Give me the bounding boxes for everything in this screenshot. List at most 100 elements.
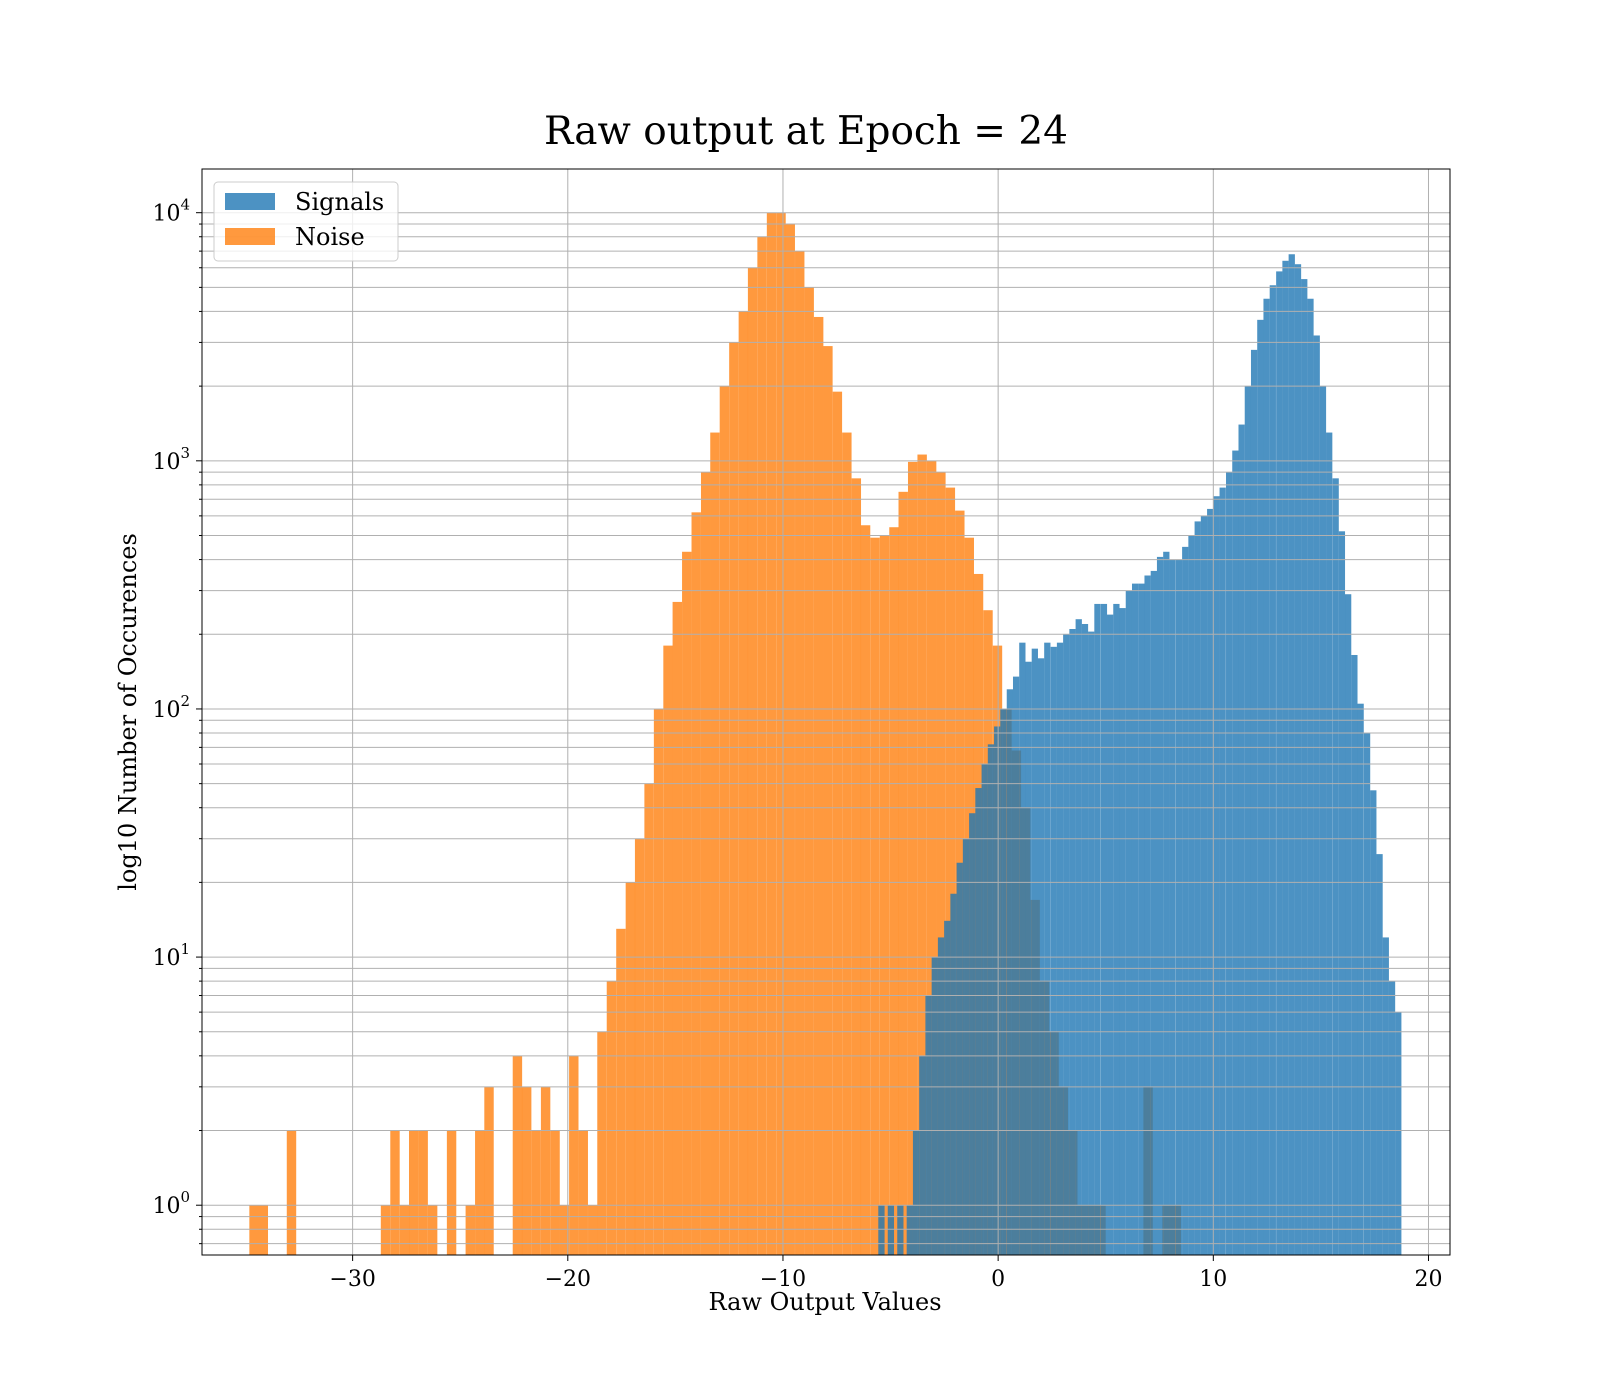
signals-bar (1307, 298, 1314, 1255)
noise-bar (766, 212, 777, 1256)
signals-bar (1150, 570, 1157, 1255)
signals-bar (1163, 551, 1170, 1255)
legend-swatch-noise (225, 228, 275, 245)
signals-bar (1050, 646, 1057, 1255)
signals-bar (1376, 854, 1383, 1255)
signals-bar (919, 1055, 926, 1255)
noise-bar (710, 432, 720, 1255)
noise-bar (465, 1205, 476, 1255)
noise-bar (851, 478, 862, 1256)
signals-bar (931, 957, 938, 1255)
noise-bar (446, 1130, 457, 1255)
noise-bar (860, 525, 871, 1255)
plot-frame (201, 168, 1451, 1256)
signals-bar (1250, 349, 1258, 1255)
noise-bar (804, 287, 814, 1255)
noise-bar (663, 645, 673, 1255)
signals-bar (1319, 386, 1327, 1255)
signals-bar (897, 1205, 904, 1255)
noise-bar (813, 316, 824, 1256)
x-tick-label: 20 (1414, 1267, 1442, 1292)
noise-bar (286, 1130, 297, 1255)
signals-bar (1219, 487, 1226, 1256)
y-tick-label: 101 (152, 940, 190, 971)
signals-bar (950, 893, 957, 1255)
noise-bar (512, 1055, 523, 1255)
signals-bar (1182, 546, 1189, 1255)
noise-bar (597, 1031, 607, 1255)
noise-bar (898, 491, 908, 1255)
noise-bar (719, 386, 730, 1255)
signals-bar (1194, 521, 1201, 1255)
noise-bar (700, 472, 711, 1255)
signals-bar (987, 744, 995, 1255)
y-axis-label: log10 Number of Occurences (114, 533, 142, 891)
chart-title: Raw output at Epoch = 24 (544, 109, 1068, 154)
noise-bar (747, 267, 758, 1255)
y-tick-label: 104 (152, 196, 190, 227)
noise-bar (531, 1130, 541, 1255)
signals-bar (1326, 432, 1333, 1255)
signals-bar (1263, 298, 1270, 1255)
signals-bar (1332, 478, 1339, 1256)
legend-label-signals: Signals (295, 188, 384, 216)
noise-bar (258, 1205, 269, 1255)
signals-bar (937, 937, 945, 1255)
signals-bar (1382, 937, 1389, 1255)
signals-bar (878, 1205, 885, 1255)
signals-bar (1031, 648, 1038, 1255)
signals-bar (1351, 654, 1358, 1255)
noise-bar (691, 512, 701, 1255)
noise-bar (634, 838, 645, 1255)
x-tick-label: 0 (991, 1267, 1005, 1292)
signals-bar (1357, 703, 1364, 1255)
signals-bar (1025, 661, 1032, 1255)
noise-bar (842, 432, 852, 1255)
signals-bar (1056, 642, 1064, 1255)
noise-bar (475, 1130, 485, 1255)
noise-bar (521, 1086, 532, 1255)
grid-layer (202, 169, 1450, 1255)
noise-bar (588, 1205, 598, 1255)
signals-bar (925, 995, 932, 1255)
signals-bar (1238, 424, 1245, 1255)
signals-bar (962, 838, 970, 1255)
noise-bar (540, 1086, 551, 1255)
signals-bar (1370, 790, 1377, 1255)
signals-bar (1113, 603, 1120, 1255)
signals-bar (1395, 1012, 1402, 1255)
signals-bar (912, 1130, 920, 1255)
signals-bar (1156, 556, 1164, 1255)
noise-bar (390, 1130, 400, 1255)
noise-bar (907, 461, 918, 1255)
legend-swatch-signals (225, 193, 275, 210)
signals-bar (1188, 535, 1195, 1255)
noise-bar (550, 1130, 560, 1255)
x-tick-label: −10 (760, 1267, 806, 1292)
signals-bar (1301, 279, 1308, 1256)
legend-label-noise: Noise (295, 223, 365, 251)
noise-bar (945, 487, 956, 1256)
signals-bar (944, 920, 951, 1255)
noise-bar (625, 882, 636, 1255)
signals-bar (1282, 260, 1289, 1255)
noise-bar (926, 460, 937, 1255)
y-tick-label: 103 (152, 444, 190, 475)
signals-bar (906, 1205, 913, 1255)
signals-bar (1244, 386, 1252, 1255)
noise-bar (672, 601, 682, 1255)
noise-bar (823, 346, 833, 1256)
signals-bar (975, 788, 982, 1255)
noise-bar (644, 783, 654, 1255)
signals-bar (1213, 496, 1220, 1256)
noise-bar (380, 1205, 391, 1255)
signals-bar (1269, 285, 1276, 1255)
series-signals (878, 254, 1402, 1256)
signals-bar (1125, 590, 1133, 1255)
signals-bar (1232, 450, 1239, 1255)
signals-bar (1294, 264, 1302, 1256)
noise-bar (559, 1205, 570, 1255)
signals-bar (1100, 603, 1108, 1255)
signals-bar (1006, 689, 1014, 1255)
